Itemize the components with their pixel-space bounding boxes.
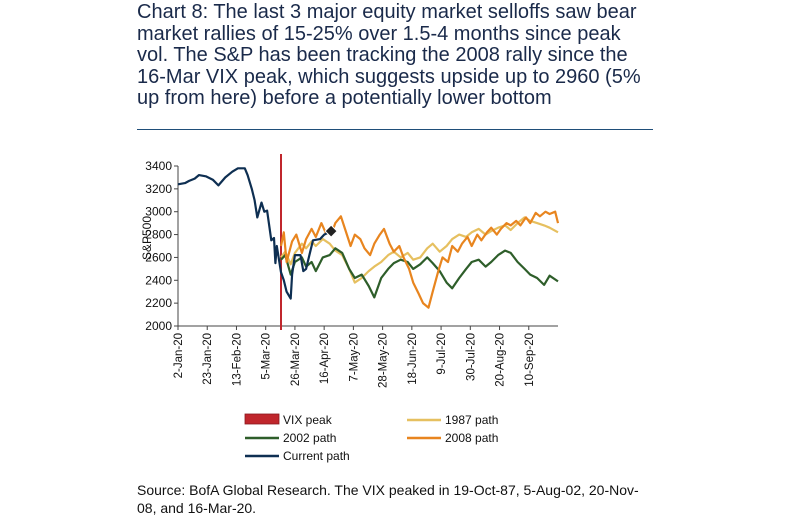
legend: VIX peak 1987 path 2002 path 2008 path Curre… (244, 413, 498, 463)
axes: 2000 2200 2400 2600 2800 3000 3200 3400 2-Jan-20… (145, 159, 558, 388)
x-tick-label: 2-Jan-20 (173, 333, 185, 378)
y-tick-label: 3000 (145, 205, 172, 219)
series-line-2008-path (279, 210, 560, 309)
legend-label: Current path (283, 449, 350, 463)
y-tick-label: 3400 (145, 159, 172, 173)
legend-swatch-vix-peak (244, 413, 280, 425)
legend-label: 1987 path (445, 413, 498, 427)
x-tick-label: 16-Apr-20 (319, 333, 331, 384)
x-tick-label: 9-Jul-20 (436, 333, 448, 375)
y-axis-label: S&P500 (140, 216, 154, 260)
y-tick-label: 2000 (145, 319, 172, 333)
series-line-2002-path (280, 247, 559, 299)
x-tick-label: 20-Aug-20 (495, 333, 507, 387)
chart: 2000 2200 2400 2600 2800 3000 3200 3400 2-Jan-20… (140, 154, 560, 463)
source-note: Source: BofA Global Research. The VIX pe… (137, 482, 639, 516)
y-tick-label: 2600 (145, 250, 172, 264)
y-tick-label: 2200 (145, 296, 172, 310)
series-group (177, 167, 560, 309)
x-tick-label: 5-Mar-20 (261, 333, 273, 380)
chart-title: Chart 8: The last 3 major equity market … (137, 1, 641, 109)
x-tick-label: 13-Feb-20 (231, 333, 243, 386)
y-tick-label: 2800 (145, 228, 172, 242)
x-tick-label: 7-May-20 (348, 333, 360, 382)
title-divider (137, 129, 653, 130)
x-tick-label: 23-Jan-20 (202, 333, 214, 385)
x-tick-label: 10-Sep-20 (524, 333, 536, 387)
marker-group (324, 224, 338, 238)
series-line-current-path (177, 167, 332, 300)
legend-label: 2008 path (445, 431, 498, 445)
x-tick-label: 26-Mar-20 (290, 333, 302, 386)
series-line-1987-path (280, 216, 559, 284)
current-level-marker (324, 224, 338, 238)
legend-label: 2002 path (283, 431, 336, 445)
legend-label: VIX peak (283, 413, 333, 427)
x-tick-label: 30-Jul-20 (465, 333, 477, 381)
y-tick-label: 2400 (145, 273, 172, 287)
y-tick-label: 3200 (145, 182, 172, 196)
x-tick-label: 18-Jun-20 (407, 333, 419, 385)
x-tick-label: 28-May-20 (378, 333, 390, 388)
